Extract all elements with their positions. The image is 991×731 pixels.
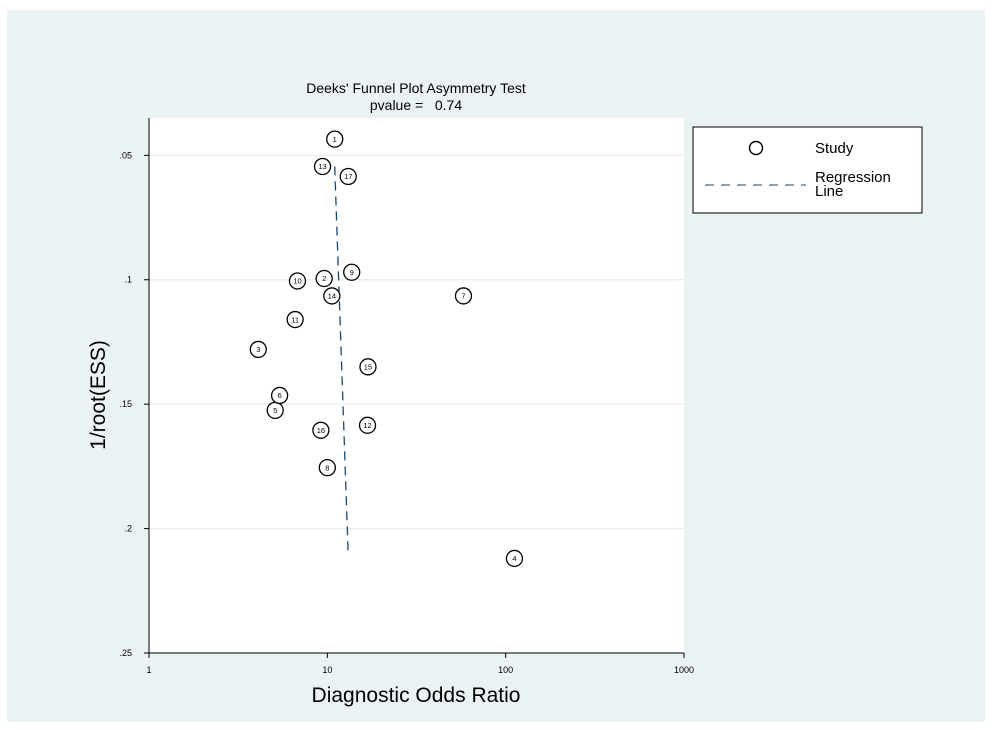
study-point: 14 bbox=[323, 287, 341, 305]
x-tick-label: 100 bbox=[498, 665, 513, 675]
x-tick-label: 1 bbox=[146, 665, 151, 675]
study-marker bbox=[315, 269, 333, 288]
study-point-label: 6 bbox=[278, 391, 282, 400]
study-point: 9 bbox=[343, 263, 361, 281]
legend: Study Regression Line bbox=[692, 126, 923, 214]
legend-study-label: Study bbox=[815, 140, 854, 157]
chart-subtitle: pvalue = 0.74 bbox=[370, 97, 462, 113]
study-point: 4 bbox=[505, 549, 524, 568]
study-point-label: 2 bbox=[322, 274, 326, 283]
study-marker bbox=[288, 272, 307, 290]
study-point: 17 bbox=[339, 167, 357, 186]
study-point: 15 bbox=[359, 358, 377, 376]
legend-regression-label: Regression Line bbox=[815, 169, 891, 200]
study-point-label: 1 bbox=[333, 135, 337, 144]
study-marker bbox=[339, 167, 357, 186]
regression-line bbox=[334, 166, 349, 556]
x-tick-label: 1000 bbox=[674, 665, 694, 675]
study-point: 5 bbox=[266, 401, 284, 420]
study-point: 16 bbox=[312, 421, 330, 439]
study-marker bbox=[343, 263, 361, 281]
study-point-label: 10 bbox=[293, 277, 301, 286]
study-marker bbox=[358, 416, 377, 434]
study-point: 1 bbox=[326, 130, 344, 148]
study-marker bbox=[326, 130, 344, 148]
study-marker bbox=[286, 310, 304, 329]
study-point: 2 bbox=[315, 269, 333, 288]
study-point-label: 17 bbox=[344, 172, 352, 181]
y-tick-label: .25 bbox=[119, 648, 132, 658]
y-tick-label: .05 bbox=[119, 150, 132, 160]
study-marker bbox=[312, 421, 330, 439]
regression-line-group bbox=[334, 166, 349, 556]
study-point-label: 8 bbox=[325, 463, 329, 472]
x-axis-label: Diagnostic Odds Ratio bbox=[312, 684, 521, 707]
study-point: 12 bbox=[358, 416, 377, 434]
study-marker bbox=[454, 287, 473, 305]
study-point-label: 12 bbox=[363, 421, 371, 430]
study-marker bbox=[359, 358, 377, 376]
study-point: 6 bbox=[270, 386, 289, 405]
y-tick-label: .1 bbox=[124, 275, 132, 285]
study-marker bbox=[249, 340, 267, 359]
study-point-label: 7 bbox=[461, 292, 465, 301]
gridlines bbox=[149, 154, 684, 530]
study-point-label: 14 bbox=[328, 292, 336, 301]
legend-study-marker bbox=[748, 140, 764, 156]
study-point: 7 bbox=[454, 287, 473, 305]
y-axis-label: 1/root(ESS) bbox=[87, 340, 110, 450]
study-marker bbox=[270, 386, 289, 405]
study-marker bbox=[318, 458, 336, 477]
study-marker bbox=[313, 157, 332, 176]
study-point: 13 bbox=[313, 157, 332, 176]
study-point: 10 bbox=[288, 272, 307, 290]
study-point-label: 5 bbox=[273, 406, 277, 415]
study-point: 3 bbox=[249, 340, 267, 359]
study-point-label: 16 bbox=[317, 426, 325, 435]
study-point-label: 11 bbox=[291, 315, 299, 324]
y-tick-label: .15 bbox=[119, 399, 132, 409]
x-tick-label: 10 bbox=[322, 665, 332, 675]
study-point-label: 13 bbox=[318, 162, 326, 171]
study-point-label: 15 bbox=[364, 363, 372, 372]
study-marker bbox=[323, 287, 341, 305]
study-point: 8 bbox=[318, 458, 336, 477]
study-point-label: 3 bbox=[256, 345, 260, 354]
legend-box bbox=[692, 126, 923, 214]
axes: .05 .1 .15 .2 .25 1 10 100 1000 bbox=[119, 118, 694, 675]
study-marker bbox=[505, 549, 524, 568]
study-point: 11 bbox=[286, 310, 304, 329]
study-point-label: 9 bbox=[350, 268, 354, 277]
y-tick-label: .2 bbox=[124, 524, 132, 534]
study-point-label: 4 bbox=[512, 554, 516, 563]
plot-area bbox=[149, 118, 684, 653]
chart-title: Deeks' Funnel Plot Asymmetry Test bbox=[306, 80, 526, 96]
